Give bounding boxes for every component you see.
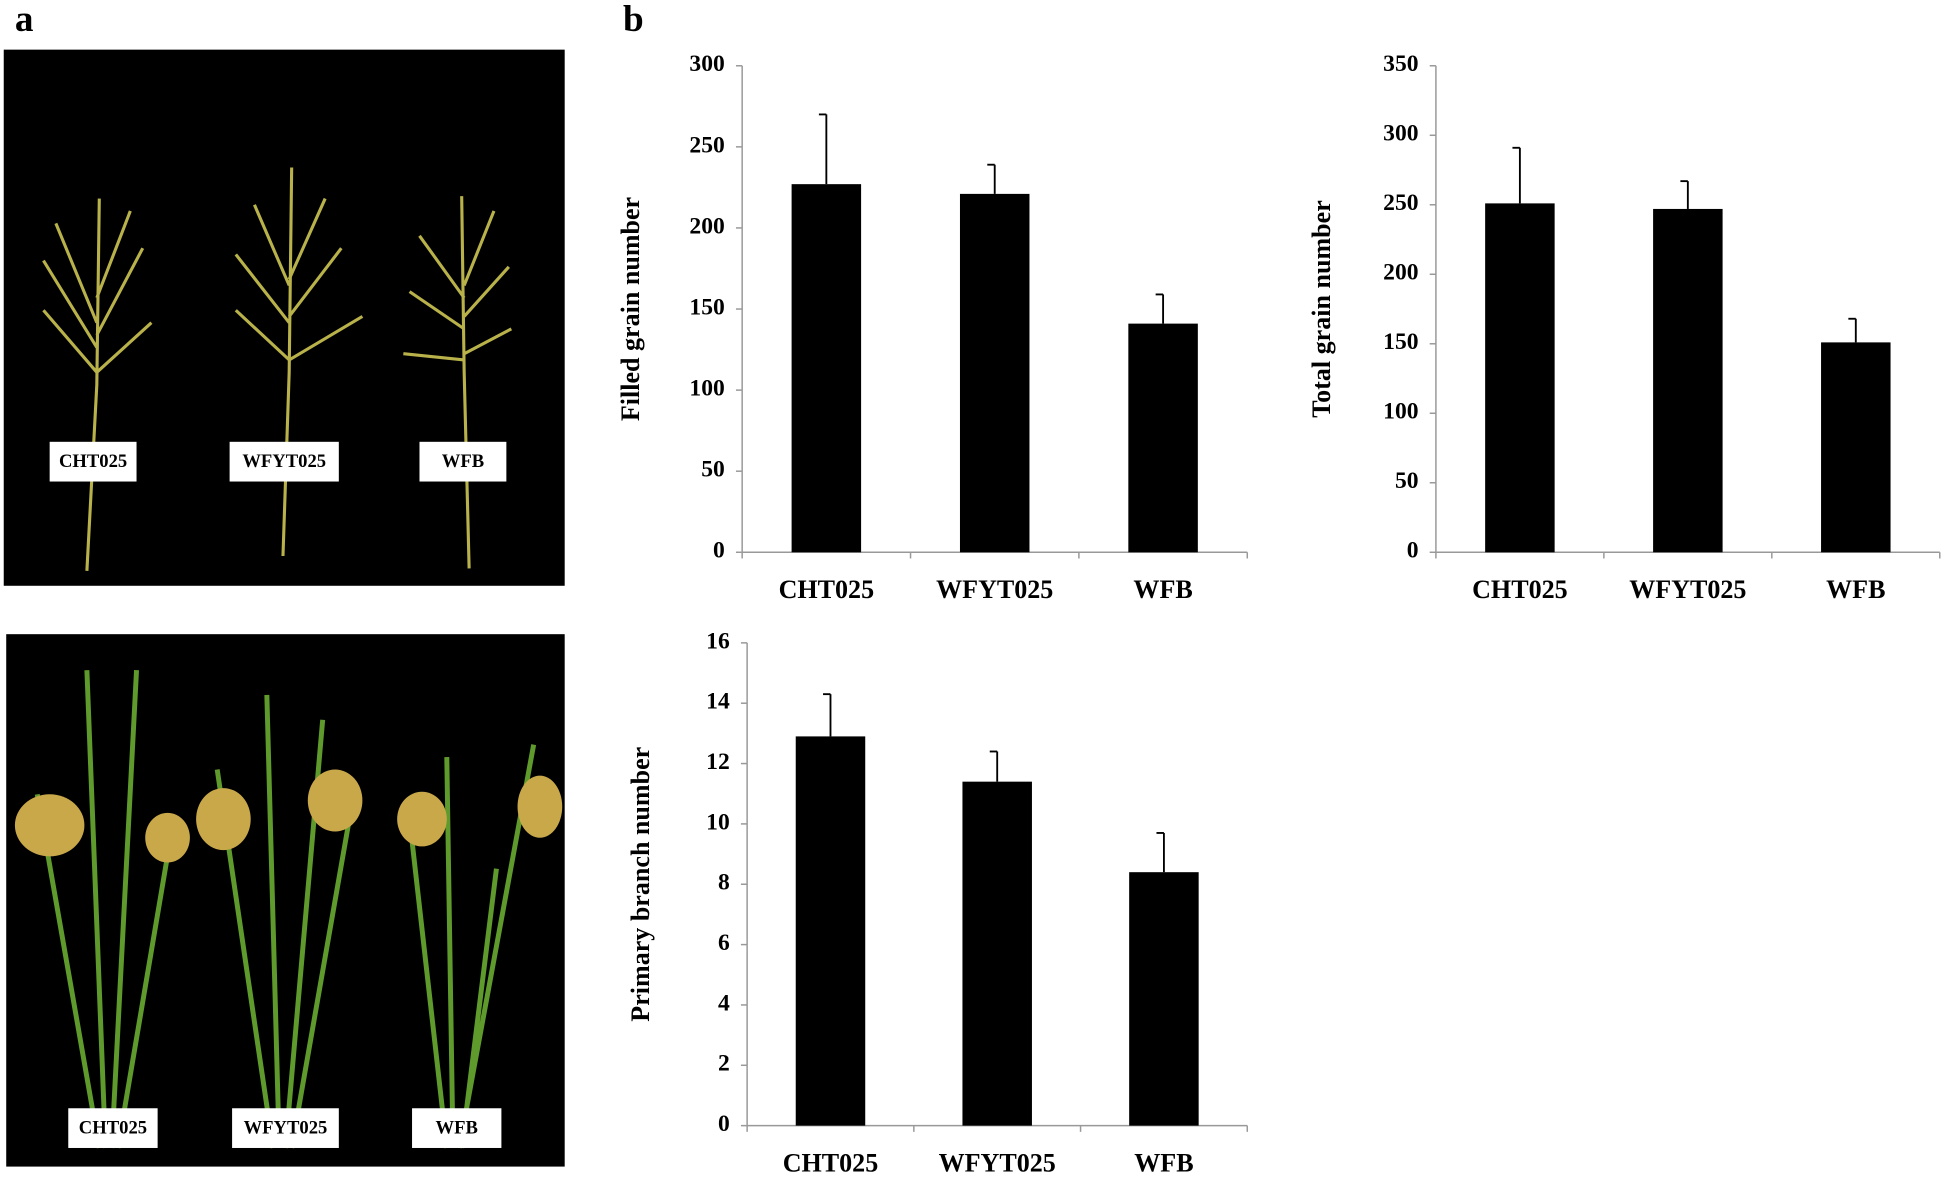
bar: [1821, 342, 1891, 553]
photo-label: CHT025: [79, 1118, 147, 1139]
y-axis-label: Filled grain number: [616, 197, 645, 421]
bar: [962, 781, 1032, 1126]
y-tick-label: 50: [1395, 468, 1419, 494]
photo-label-box: [232, 1108, 339, 1148]
y-tick-label: 6: [718, 930, 730, 956]
y-tick-label: 300: [1383, 121, 1418, 147]
y-tick-label: 250: [1383, 190, 1418, 216]
y-tick-label: 12: [706, 749, 730, 775]
y-tick-label: 10: [706, 809, 730, 835]
x-tick-label: WFYT025: [936, 575, 1053, 604]
photo-label: WFB: [442, 451, 484, 472]
y-tick-label: 350: [1383, 51, 1418, 77]
x-tick-label: CHT025: [779, 575, 875, 604]
bar: [959, 193, 1030, 553]
x-tick-label: WFYT025: [939, 1148, 1056, 1177]
y-tick-label: 250: [689, 132, 724, 158]
y-tick-label: 0: [718, 1111, 730, 1137]
y-tick-label: 0: [713, 538, 725, 564]
x-tick-label: WFYT025: [1629, 575, 1746, 604]
y-axis-label: Total grain number: [1307, 200, 1336, 418]
y-tick-label: 14: [706, 689, 730, 715]
x-tick-label: WFB: [1826, 575, 1885, 604]
bar: [1128, 323, 1198, 553]
photo-label: WFYT025: [244, 1118, 328, 1139]
photo-label: WFYT025: [242, 451, 326, 472]
y-tick-label: 100: [1383, 399, 1418, 425]
photo-label-box: [229, 441, 339, 482]
bar: [1653, 208, 1723, 553]
x-tick-label: CHT025: [1472, 575, 1568, 604]
y-tick-label: 200: [689, 213, 724, 239]
y-tick-label: 4: [718, 990, 730, 1016]
x-tick-label: WFB: [1133, 575, 1192, 604]
panicle-drawing: [42, 167, 513, 571]
y-axis-label: Primary branch number: [626, 747, 655, 1022]
y-tick-label: 2: [718, 1051, 730, 1077]
y-tick-label: 100: [689, 376, 724, 402]
y-tick-label: 200: [1383, 260, 1418, 286]
photo-label: CHT025: [59, 451, 127, 472]
x-tick-label: WFB: [1134, 1148, 1193, 1177]
y-tick-label: 150: [689, 294, 724, 320]
bar: [1485, 203, 1555, 553]
photo-label-box: [419, 441, 507, 482]
y-tick-label: 150: [1383, 329, 1418, 355]
bar: [1129, 872, 1199, 1126]
photo-label: WFB: [436, 1118, 478, 1139]
bar: [795, 736, 866, 1126]
plant-drawing: [34, 670, 537, 1149]
y-tick-label: 8: [718, 870, 730, 896]
panel-label: b: [623, 0, 644, 40]
y-tick-label: 50: [701, 457, 725, 483]
y-tick-label: 0: [1407, 538, 1419, 564]
bar: [791, 184, 862, 553]
photo-label-box: [49, 441, 137, 482]
panel-label: a: [15, 0, 34, 40]
y-tick-label: 300: [689, 51, 724, 77]
y-tick-label: 16: [706, 628, 730, 654]
photo-label-box: [412, 1108, 502, 1148]
x-tick-label: CHT025: [783, 1148, 879, 1177]
photo-label-box: [68, 1108, 158, 1148]
grain-clusters: [14, 769, 563, 863]
